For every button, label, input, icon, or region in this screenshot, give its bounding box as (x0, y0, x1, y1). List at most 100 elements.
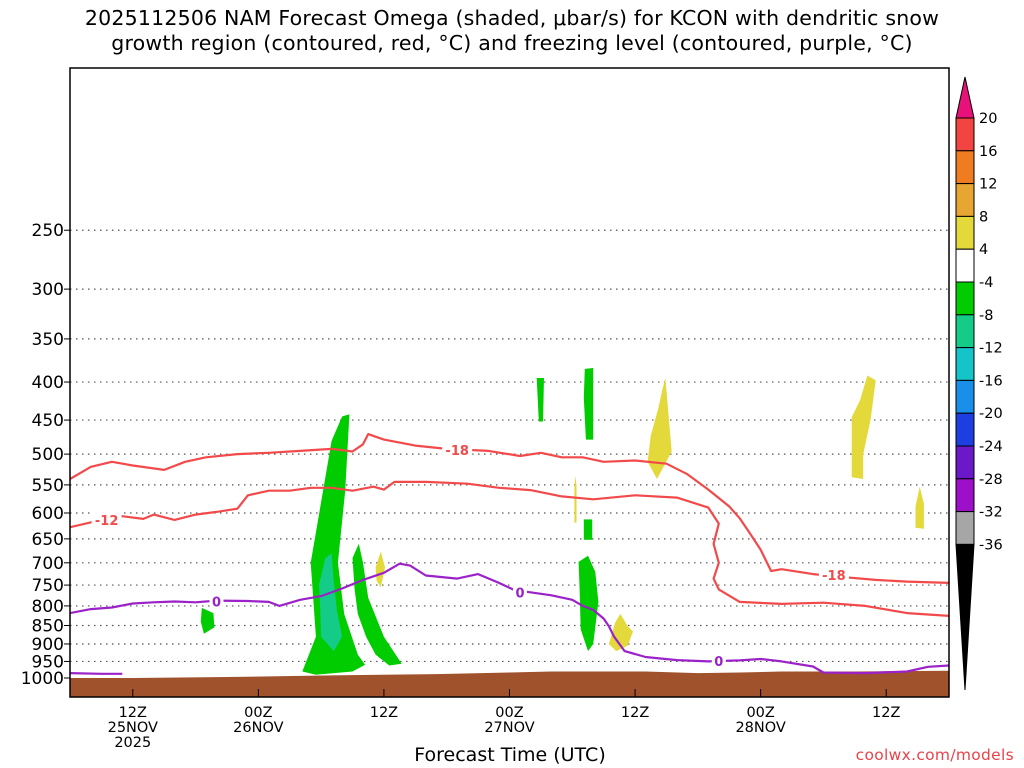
colorbar-label-9: -20 (979, 406, 1003, 422)
colorbar-label-3: 8 (979, 209, 988, 225)
x-tick-label-0-1: 25NOV (108, 720, 158, 736)
omega-shading (200, 368, 924, 675)
colorbar-segment-1 (955, 117, 975, 152)
contour-label-2-2: 0 (714, 655, 723, 670)
omega-region-4 (578, 555, 599, 652)
y-tick-label-800: 800 (32, 597, 64, 617)
colorbar-segment-7 (955, 314, 975, 349)
y-tick-label-300: 300 (32, 280, 64, 300)
colorbar-label-12: -32 (979, 505, 1003, 521)
y-tick-label-700: 700 (32, 554, 64, 574)
y-tick-label-500: 500 (32, 445, 64, 465)
terrain-polygon (70, 670, 949, 697)
x-tick-label-0-0: 12Z (119, 705, 147, 721)
y-tick-label-850: 850 (32, 617, 64, 637)
colorbar-label-13: -36 (979, 537, 1003, 553)
colorbar-segment-3 (955, 183, 975, 217)
colorbar-label-6: -8 (979, 308, 993, 324)
y-tick-label-750: 750 (32, 576, 64, 596)
colorbar-top-arrow (955, 76, 975, 119)
omega-region-9 (851, 375, 876, 479)
contour-label-0-0: -12 (95, 514, 119, 529)
contour-label-bg-1-0 (442, 442, 473, 458)
contour-label-bg-0-0 (91, 511, 122, 527)
omega-region-5 (583, 368, 594, 440)
y-tick-label-250: 250 (32, 221, 64, 241)
chart-title: 2025112506 NAM Forecast Omega (shaded, μ… (0, 6, 1024, 56)
x-tick-label-5-1: 28NOV (735, 720, 785, 736)
omega-region-2 (352, 543, 402, 666)
colorbar-label-5: -4 (979, 275, 993, 291)
colorbar-segment-6 (955, 281, 975, 316)
colorbar-label-0: 20 (979, 111, 997, 127)
colorbar-segment-10 (955, 412, 975, 447)
colorbar-label-10: -24 (979, 439, 1003, 455)
y-tick-label-900: 900 (32, 635, 64, 655)
omega-region-8 (647, 378, 672, 479)
contour-lines (70, 433, 949, 675)
omega-region-0 (302, 414, 366, 675)
x-tick-label-1-0: 00Z (244, 705, 272, 721)
contour-label-2-1: 0 (515, 586, 524, 601)
x-tick-label-6-0: 12Z (872, 705, 900, 721)
colorbar-label-2: 12 (979, 177, 997, 193)
terrain-fill (70, 670, 949, 697)
colorbar: 20 16 12 8 4 -4 -8 -12 -16 -20 -24 -28 -32 -36 (955, 76, 1003, 691)
colorbar-label-7: -12 (979, 341, 1003, 357)
x-tick-label-3-1: 27NOV (484, 720, 534, 736)
colorbar-segment-13 (955, 511, 975, 545)
omega-region-10 (915, 486, 924, 529)
chart-title-line-2: growth region (contoured, red, °C) and f… (111, 31, 913, 55)
grid-lines (70, 229, 949, 663)
omega-region-7 (536, 378, 544, 422)
colorbar-segment-5 (955, 248, 975, 283)
x-tick-label-5-0: 00Z (746, 705, 774, 721)
contour-line-0 (70, 480, 949, 617)
contour-label-1-1: -18 (822, 569, 846, 584)
omega-region-6 (583, 519, 593, 540)
contour-label-bg-2-0 (209, 593, 224, 609)
contour-line-3 (70, 672, 123, 675)
contour-label-2-0: 0 (212, 595, 221, 610)
x-tick-label-4-0: 12Z (621, 705, 649, 721)
y-tick-label-450: 450 (32, 411, 64, 431)
contour-line-1 (70, 433, 949, 584)
contour-label-bg-2-2 (711, 652, 726, 668)
y-tick-label-550: 550 (32, 476, 64, 496)
colorbar-segment-4 (955, 215, 975, 250)
contour-labels: -12 -18 -18 0 0 0 (91, 442, 849, 670)
chart-title-line-1: 2025112506 NAM Forecast Omega (shaded, μ… (84, 6, 940, 30)
omega-region-3 (200, 607, 215, 634)
omega-region-11 (608, 613, 633, 652)
y-tick-label-650: 650 (32, 530, 64, 550)
omega-region-12 (375, 551, 385, 588)
omega-region-13 (574, 476, 577, 523)
colorbar-label-1: 16 (979, 144, 997, 160)
y-tick-label-400: 400 (32, 373, 64, 393)
x-tick-label-0-2: 2025 (114, 735, 151, 751)
omega-region-1 (319, 553, 343, 652)
colorbar-segment-12 (955, 478, 975, 513)
colorbar-label-11: -28 (979, 472, 1003, 488)
colorbar-segment-2 (955, 150, 975, 185)
credit-text: coolwx.com/models (855, 746, 1014, 764)
x-axis-label: Forecast Time (UTC) (414, 744, 606, 766)
x-tick-label-2-0: 12Z (370, 705, 398, 721)
x-tick-label-3-0: 00Z (495, 705, 523, 721)
y-tick-label-350: 350 (32, 330, 64, 350)
y-tick-label-1000: 1000 (21, 669, 64, 689)
x-tick-label-1-1: 26NOV (233, 720, 283, 736)
y-axis-ticks: 250 300 350 400 450 500 550 600 650 7007508008509… (21, 221, 70, 689)
colorbar-bottom-arrow (955, 543, 975, 691)
contour-label-1-0: -18 (445, 444, 469, 459)
colorbar-label-8: -16 (979, 373, 1003, 389)
contour-label-bg-1-1 (818, 567, 849, 583)
colorbar-segment-8 (955, 347, 975, 381)
y-tick-label-600: 600 (32, 504, 64, 524)
colorbar-segment-9 (955, 379, 975, 414)
colorbar-segment-11 (955, 445, 975, 480)
colorbar-label-4: 4 (979, 242, 988, 258)
contour-label-bg-2-1 (512, 584, 527, 600)
